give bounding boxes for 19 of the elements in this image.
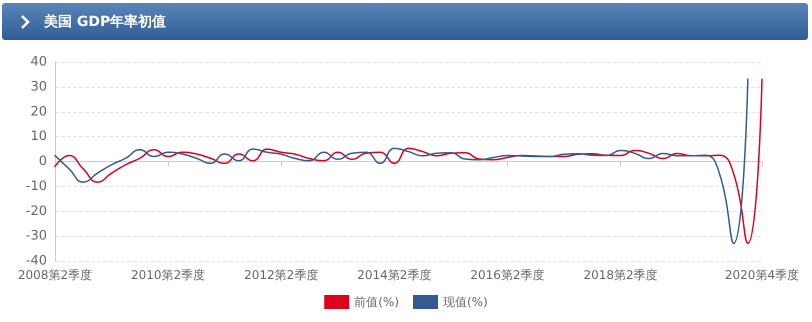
y-tick-label: -30 <box>26 228 47 244</box>
y-tick-label: -10 <box>26 178 47 194</box>
x-tick-label: 2014第2季度 <box>357 268 432 282</box>
y-tick-label: 30 <box>30 79 47 94</box>
x-tick-label: 2016第2季度 <box>470 268 545 282</box>
legend-label: 前值(%) <box>354 295 399 309</box>
x-tick-label: 2008第2季度 <box>18 268 92 282</box>
x-tick-label: 2010第2季度 <box>131 268 206 282</box>
y-tick-label: -40 <box>26 254 47 268</box>
y-tick-label: 10 <box>30 129 47 144</box>
legend-label: 现值(%) <box>443 295 488 309</box>
y-tick-label: -20 <box>26 204 47 219</box>
x-tick-label: 2020第4季度 <box>724 268 800 282</box>
y-tick-label: 20 <box>30 104 47 120</box>
y-tick-label: 0 <box>38 154 47 169</box>
x-tick-label: 2012第2季度 <box>244 268 318 282</box>
x-tick-label: 2018第2季度 <box>584 268 658 282</box>
y-tick-label: 40 <box>30 54 47 70</box>
chart-title: 美国 GDP年率初值 <box>44 12 166 30</box>
